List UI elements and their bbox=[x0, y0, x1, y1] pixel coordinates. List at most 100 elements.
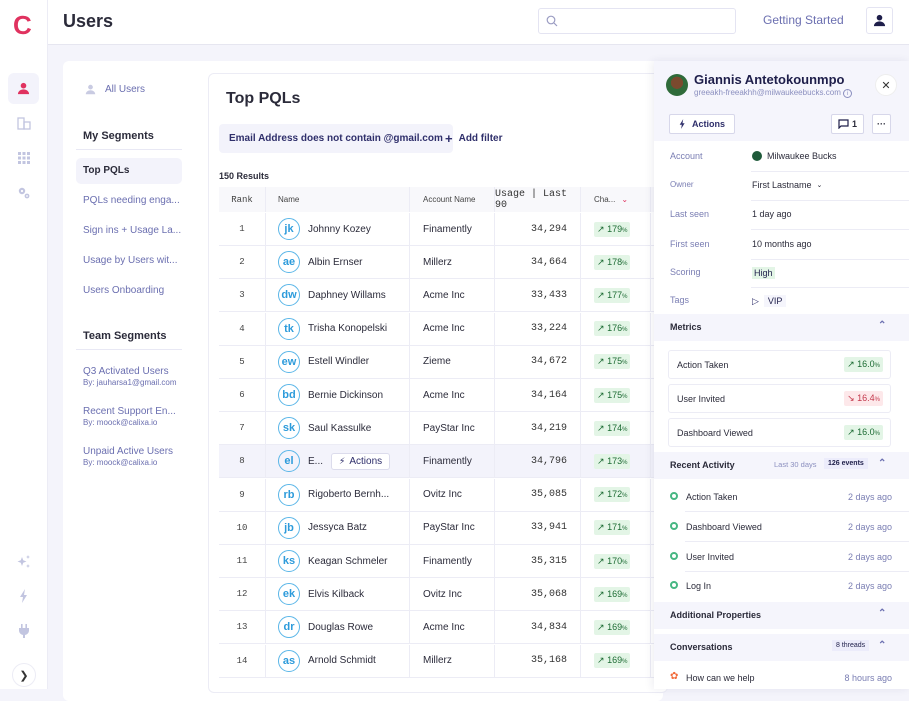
owner-select[interactable]: First Lastname ⌄ bbox=[752, 180, 822, 190]
activity-item[interactable]: Dashboard Viewed 2 days ago bbox=[654, 512, 909, 542]
table-row[interactable]: 4 tk Trisha Konopelski Acme Inc 33,224 ↗ 176% bbox=[219, 312, 667, 346]
table-row[interactable]: 3 dw Daphney Willams Acme Inc 33,433 ↗ 177% bbox=[219, 279, 667, 313]
table-row[interactable]: 5 ew Estell Windler Zieme 34,672 ↗ 175% bbox=[219, 345, 667, 379]
activity-item[interactable]: Action Taken 2 days ago bbox=[654, 482, 909, 512]
user-name: Albin Ernser bbox=[308, 256, 363, 268]
name-cell[interactable]: ew Estell Windler bbox=[266, 345, 410, 378]
usage-cell: 34,664 bbox=[495, 246, 581, 279]
name-cell[interactable]: jb Jessyca Batz bbox=[266, 511, 410, 544]
name-cell[interactable]: as Arnold Schmidt bbox=[266, 644, 410, 677]
nav-settings[interactable] bbox=[8, 177, 39, 208]
nav-apps[interactable] bbox=[8, 142, 39, 173]
table-row[interactable]: 10 jb Jessyca Batz PayStar Inc 33,941 ↗ 171% bbox=[219, 511, 667, 545]
table-row[interactable]: 6 bd Bernie Dickinson Acme Inc 34,164 ↗ 175% bbox=[219, 379, 667, 412]
nav-rail: C ❯ bbox=[0, 0, 48, 689]
segment-item[interactable]: Users Onboarding bbox=[83, 285, 165, 296]
column-header-name[interactable]: Name bbox=[266, 187, 410, 212]
close-panel-button[interactable]: ✕ bbox=[875, 74, 897, 96]
additional-properties-section-header[interactable]: Additional Properties ⌃ bbox=[654, 602, 909, 629]
nav-ai[interactable] bbox=[8, 546, 39, 577]
getting-started-link[interactable]: Getting Started bbox=[763, 13, 844, 27]
user-name: Johnny Kozey bbox=[308, 223, 371, 235]
nav-users[interactable] bbox=[8, 73, 39, 104]
team-segment-title: Q3 Activated Users bbox=[83, 366, 169, 377]
search-input[interactable] bbox=[538, 8, 736, 34]
table-row[interactable]: 8 el E... ⚡︎ Actions Finamently 34,796 ↗ 173% bbox=[219, 445, 667, 479]
column-header-account[interactable]: Account Name bbox=[410, 187, 495, 212]
table-row[interactable]: 7 sk Saul Kassulke PayStar Inc 34,219 ↗ 174% bbox=[219, 412, 667, 446]
name-cell[interactable]: dr Douglas Rowe bbox=[266, 611, 410, 644]
plus-icon: + bbox=[445, 131, 453, 146]
column-header-rank[interactable]: Rank bbox=[219, 187, 266, 212]
avatar: ks bbox=[278, 550, 300, 572]
user-icon bbox=[85, 84, 96, 95]
change-cell: ↗ 169% bbox=[581, 644, 651, 677]
nav-accounts[interactable] bbox=[8, 108, 39, 139]
trend-up-icon: ↗ bbox=[597, 289, 605, 300]
tag-icon: ▷ bbox=[752, 295, 759, 306]
rank-cell: 9 bbox=[219, 478, 266, 511]
team-segment-owner: By: jauharsa1@gmail.com bbox=[83, 378, 177, 387]
user-detail-panel: Giannis Antetokounmpo greeakh-freeakhh@m… bbox=[654, 61, 909, 689]
segment-item[interactable]: Usage by Users wit... bbox=[83, 255, 178, 266]
name-cell[interactable]: jk Johnny Kozey bbox=[266, 213, 410, 245]
row-actions-button[interactable]: ⚡︎ Actions bbox=[331, 452, 391, 470]
metrics-section-header[interactable]: Metrics ⌃ bbox=[654, 314, 909, 341]
logo[interactable]: C bbox=[13, 10, 32, 40]
column-header-usage[interactable]: Usage | Last 90 bbox=[495, 187, 581, 212]
nav-automations[interactable] bbox=[8, 580, 39, 611]
team-segment-item[interactable]: Q3 Activated Users By: jauharsa1@gmail.c… bbox=[83, 366, 189, 387]
conversation-item[interactable]: ✿ How can we help 8 hours ago bbox=[654, 663, 909, 693]
rank-cell: 5 bbox=[219, 345, 266, 378]
section-title: Additional Properties bbox=[670, 610, 762, 620]
table-row[interactable]: 11 ks Keagan Schmeler Finamently 35,315 ↗ 170… bbox=[219, 545, 667, 578]
nav-integrations[interactable] bbox=[8, 615, 39, 646]
conversations-section-header[interactable]: Conversations 8 threads ⌃ bbox=[654, 634, 909, 661]
trend-up-icon: ↗ bbox=[597, 621, 605, 632]
property-value[interactable]: Milwaukee Bucks bbox=[752, 151, 837, 161]
segment-item[interactable]: Sign ins + Usage La... bbox=[83, 225, 182, 236]
name-cell[interactable]: dw Daphney Willams bbox=[266, 279, 410, 312]
name-cell[interactable]: sk Saul Kassulke bbox=[266, 412, 410, 445]
name-cell[interactable]: ek Elvis Kilback bbox=[266, 578, 410, 611]
more-options-button[interactable]: ··· bbox=[872, 114, 891, 134]
filter-chip[interactable]: Email Address does not contain @gmail.co… bbox=[219, 124, 453, 153]
team-segment-item[interactable]: Unpaid Active Users By: moock@calixa.io bbox=[83, 446, 189, 467]
expand-rail-button[interactable]: ❯ bbox=[12, 663, 36, 687]
activity-item[interactable]: User Invited 2 days ago bbox=[654, 542, 909, 572]
property-key: Owner bbox=[670, 180, 694, 189]
comments-button[interactable]: 1 bbox=[831, 114, 864, 134]
actions-button[interactable]: Actions bbox=[669, 114, 736, 134]
name-cell[interactable]: ae Albin Ernser bbox=[266, 246, 410, 279]
trend-up-icon: ↗ bbox=[597, 422, 605, 433]
segment-item[interactable]: Top PQLs bbox=[76, 158, 182, 184]
tag-list[interactable]: ▷ VIP bbox=[752, 295, 787, 307]
add-filter-button[interactable]: + Add filter bbox=[445, 131, 502, 146]
name-cell[interactable]: el E... ⚡︎ Actions bbox=[266, 445, 410, 478]
activity-item[interactable]: Log In 2 days ago bbox=[654, 571, 909, 601]
table-row[interactable]: 9 rb Rigoberto Bernh... Ovitz Inc 35,085 ↗ 17… bbox=[219, 478, 667, 512]
column-header-change[interactable]: Cha... ⌄ bbox=[581, 187, 651, 212]
table-row[interactable]: 1 jk Johnny Kozey Finamently 34,294 ↗ 179% bbox=[219, 213, 667, 246]
account-cell: Acme Inc bbox=[410, 279, 495, 312]
recent-activity-section-header[interactable]: Recent Activity Last 30 days 126 events … bbox=[654, 452, 909, 479]
top-bar: Users Getting Started bbox=[48, 0, 909, 45]
user-name: Douglas Rowe bbox=[308, 621, 374, 633]
segment-item[interactable]: PQLs needing enga... bbox=[83, 195, 180, 206]
table-row[interactable]: 13 dr Douglas Rowe Acme Inc 34,834 ↗ 169% bbox=[219, 611, 667, 645]
team-segment-item[interactable]: Recent Support En... By: moock@calixa.io bbox=[83, 406, 189, 427]
name-cell[interactable]: ks Keagan Schmeler bbox=[266, 545, 410, 577]
activity-time: 2 days ago bbox=[847, 552, 892, 562]
change-badge: ↗ 177% bbox=[594, 287, 631, 303]
info-icon[interactable]: i bbox=[843, 89, 853, 98]
bolt-icon: ⚡︎ bbox=[339, 455, 346, 466]
profile-button[interactable] bbox=[866, 7, 893, 34]
table-row[interactable]: 2 ae Albin Ernser Millerz 34,664 ↗ 178% bbox=[219, 246, 667, 280]
name-cell[interactable]: bd Bernie Dickinson bbox=[266, 379, 410, 411]
table-row[interactable]: 14 as Arnold Schmidt Millerz 35,168 ↗ 169% bbox=[219, 644, 667, 678]
name-cell[interactable]: tk Trisha Konopelski bbox=[266, 312, 410, 345]
table-row[interactable]: 12 ek Elvis Kilback Ovitz Inc 35,068 ↗ 169% bbox=[219, 578, 667, 612]
all-users-link[interactable]: All Users bbox=[85, 84, 145, 95]
my-segments-heading: My Segments bbox=[76, 130, 182, 150]
name-cell[interactable]: rb Rigoberto Bernh... bbox=[266, 478, 410, 511]
